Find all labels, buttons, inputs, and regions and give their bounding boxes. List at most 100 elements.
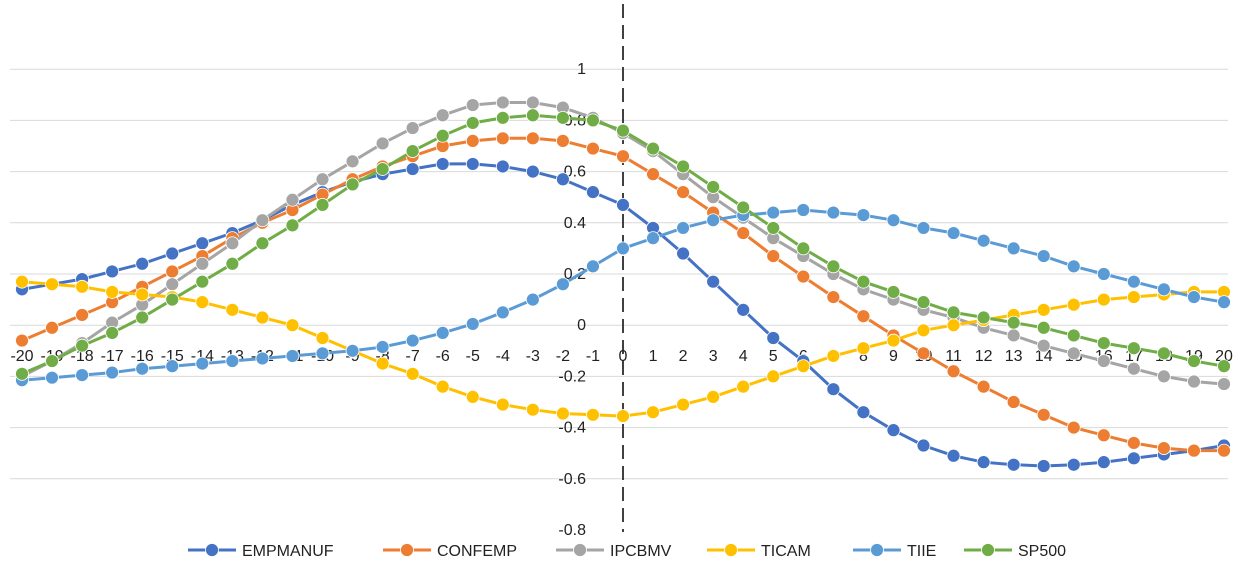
- data-point-tiie: [405, 333, 420, 348]
- y-tick-label: -0.8: [558, 522, 586, 539]
- x-tick-label: -1: [586, 348, 600, 365]
- data-point-ipcbmv: [1096, 354, 1111, 368]
- y-tick-label: 0.6: [564, 164, 586, 181]
- data-point-tiie: [1006, 241, 1021, 256]
- data-point-sp500: [706, 180, 721, 194]
- data-point-ticam: [315, 331, 330, 345]
- data-point-confemp: [525, 131, 540, 146]
- y-tick-label: 0: [577, 317, 586, 334]
- data-point-ticam: [135, 287, 150, 302]
- legend-marker: [205, 543, 219, 557]
- x-tick-labels: -20-19-18-17-16-15-14-13-12-11-10-9-8-7-…: [10, 348, 1233, 365]
- data-point-tiie: [616, 241, 630, 256]
- data-point-tiie: [75, 368, 89, 383]
- data-point-tiie: [495, 305, 510, 320]
- data-point-ticam: [375, 356, 390, 371]
- data-point-tiie: [916, 221, 931, 235]
- data-point-ipcbmv: [165, 277, 180, 292]
- data-point-ipcbmv: [225, 236, 240, 251]
- data-point-sp500: [796, 241, 811, 256]
- data-point-sp500: [465, 116, 480, 130]
- legend-item-ticam: TICAM: [707, 543, 811, 560]
- data-point-empmanuf: [1036, 459, 1051, 473]
- data-point-tiie: [826, 205, 841, 220]
- data-point-ticam: [946, 318, 961, 333]
- data-point-ipcbmv: [345, 154, 360, 169]
- data-point-ticam: [646, 405, 660, 420]
- legend-marker: [400, 543, 414, 557]
- data-point-ipcbmv: [1006, 328, 1021, 343]
- data-point-ipcbmv: [1066, 346, 1081, 361]
- data-point-sp500: [1006, 315, 1021, 330]
- data-point-ipcbmv: [285, 192, 300, 207]
- legend-item-confemp: CONFEMP: [383, 543, 517, 560]
- data-point-empmanuf: [886, 423, 901, 438]
- x-tick-label: 11: [945, 348, 962, 365]
- data-point-sp500: [405, 144, 420, 159]
- data-point-empmanuf: [676, 246, 690, 261]
- x-tick-label: -2: [556, 348, 570, 365]
- legend-marker: [724, 543, 738, 557]
- data-point-sp500: [766, 221, 781, 235]
- data-point-sp500: [1157, 346, 1171, 361]
- data-point-tiie: [375, 340, 390, 354]
- data-point-empmanuf: [105, 264, 120, 279]
- data-point-ipcbmv: [1126, 361, 1141, 376]
- data-point-ipcbmv: [465, 98, 480, 112]
- data-point-confemp: [1066, 420, 1081, 435]
- data-point-tiie: [525, 292, 540, 307]
- y-tick-label: 0.4: [564, 215, 586, 232]
- data-point-tiie: [946, 226, 961, 240]
- data-point-sp500: [856, 274, 871, 289]
- data-point-sp500: [736, 200, 751, 215]
- data-point-tiie: [1066, 259, 1081, 274]
- x-tick-label: 0: [619, 348, 628, 365]
- data-point-sp500: [135, 310, 150, 325]
- data-point-empmanuf: [525, 164, 540, 179]
- data-point-ipcbmv: [315, 172, 330, 187]
- data-point-empmanuf: [556, 172, 570, 187]
- data-point-confemp: [495, 131, 510, 146]
- data-point-sp500: [1036, 320, 1051, 335]
- x-tick-label: 13: [1005, 348, 1023, 365]
- data-point-ticam: [195, 295, 210, 310]
- data-point-sp500: [1217, 359, 1231, 374]
- data-point-ipcbmv: [1187, 374, 1201, 389]
- legend-label: TIIE: [907, 543, 936, 560]
- y-tick-label: -0.2: [558, 368, 586, 385]
- data-point-confemp: [946, 364, 961, 379]
- data-point-tiie: [255, 351, 270, 366]
- data-point-ticam: [736, 379, 751, 394]
- data-point-empmanuf: [135, 256, 150, 271]
- data-point-ticam: [495, 397, 510, 412]
- data-point-ticam: [586, 407, 600, 422]
- x-tick-label: -18: [71, 348, 94, 365]
- data-point-ticam: [856, 341, 871, 356]
- data-point-empmanuf: [465, 157, 480, 171]
- y-tick-labels: -0.8-0.6-0.4-0.200.20.40.60.81: [558, 61, 586, 539]
- data-point-sp500: [886, 285, 901, 299]
- data-point-ticam: [676, 397, 690, 412]
- data-point-confemp: [766, 249, 781, 263]
- data-point-confemp: [856, 309, 871, 324]
- x-tick-label: -7: [406, 348, 420, 365]
- legend-marker: [981, 543, 995, 557]
- y-tick-label: -0.6: [558, 471, 586, 488]
- data-point-sp500: [435, 128, 450, 143]
- data-point-sp500: [586, 113, 600, 128]
- data-point-ipcbmv: [195, 256, 210, 271]
- data-point-ticam: [556, 406, 570, 421]
- data-point-empmanuf: [195, 236, 210, 251]
- data-point-ipcbmv: [1036, 338, 1051, 353]
- data-point-ticam: [525, 402, 540, 417]
- legend-item-ipcbmv: IPCBMV: [556, 543, 672, 560]
- data-point-ticam: [1066, 297, 1081, 312]
- data-point-empmanuf: [706, 274, 721, 289]
- data-point-ticam: [796, 359, 811, 374]
- data-point-confemp: [796, 269, 811, 284]
- data-point-tiie: [465, 317, 480, 331]
- data-point-empmanuf: [1126, 451, 1141, 466]
- data-point-empmanuf: [405, 162, 420, 176]
- data-point-ipcbmv: [435, 108, 450, 123]
